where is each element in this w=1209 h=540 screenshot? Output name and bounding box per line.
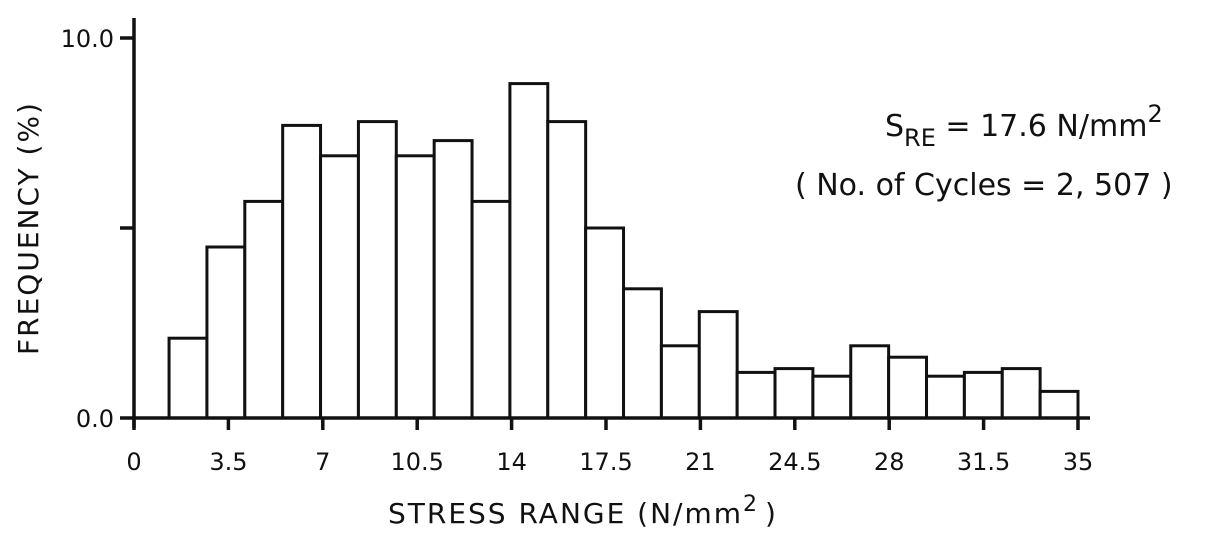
x-tick-label: 31.5 xyxy=(957,448,1010,476)
x-tick-label: 3.5 xyxy=(209,448,247,476)
histogram-bar xyxy=(962,370,1004,420)
x-tick-label: 10.5 xyxy=(390,448,443,476)
histogram-bar xyxy=(659,344,701,420)
axes xyxy=(132,18,1090,428)
histogram-bar xyxy=(773,367,815,420)
x-axis-title-main: STRESS RANGE (N/mm xyxy=(388,497,743,530)
y-axis-title: FREQUENCY (%) xyxy=(12,101,45,355)
x-tick-label: 17.5 xyxy=(579,448,632,476)
histogram-bar xyxy=(470,199,512,420)
annotation-sre-prefix: S xyxy=(885,109,904,144)
histogram-bar xyxy=(622,287,663,420)
histogram-bar xyxy=(546,120,588,420)
annotation-sre: SRE = 17.6 N/mm2 xyxy=(885,100,1163,152)
histogram-bar xyxy=(319,154,360,420)
annotation-sre-sup: 2 xyxy=(1147,100,1162,128)
histogram-bar xyxy=(811,374,853,420)
histogram-bars xyxy=(167,82,1080,420)
histogram-bar xyxy=(697,310,739,420)
annotation-sre-value: = 17.6 N/mm xyxy=(936,109,1148,144)
histogram-bar xyxy=(281,123,323,420)
histogram-bar xyxy=(243,199,285,420)
x-tick-label: 0 xyxy=(126,448,141,476)
x-tick-label: 21 xyxy=(685,448,716,476)
histogram-bar xyxy=(356,120,398,420)
x-axis-title: STRESS RANGE (N/mm2) xyxy=(388,492,778,530)
histogram-bar xyxy=(584,226,626,420)
histogram-bar xyxy=(735,370,777,420)
histogram-bar xyxy=(1038,389,1080,420)
histogram-bar xyxy=(205,245,247,420)
annotation-cycles: ( No. of Cycles = 2, 507 ) xyxy=(795,168,1173,203)
x-axis-title-close: ) xyxy=(765,497,778,530)
x-tick-label: 28 xyxy=(874,448,905,476)
annotation-sre-sub: RE xyxy=(904,124,936,152)
x-tick-label: 7 xyxy=(315,448,330,476)
histogram-bar xyxy=(432,139,474,420)
histogram-bar xyxy=(394,154,436,420)
x-tick-label: 35 xyxy=(1063,448,1094,476)
x-tick-label: 14 xyxy=(496,448,527,476)
histogram-bar xyxy=(1000,367,1042,420)
histogram-bar xyxy=(887,355,929,420)
histogram-bar xyxy=(849,344,891,420)
x-ticks: 0 3.5 7 10.5 14 17.5 21 24.5 28 31.5 35 xyxy=(126,418,1093,476)
x-tick-label: 24.5 xyxy=(768,448,821,476)
y-ticks: 0.0 10.0 xyxy=(61,25,134,433)
y-tick-label: 10.0 xyxy=(61,25,114,53)
y-tick-label: 0.0 xyxy=(76,405,114,433)
histogram-bar xyxy=(925,374,966,420)
x-axis-title-sup: 2 xyxy=(743,492,759,517)
histogram-bar xyxy=(167,336,209,420)
histogram-bar xyxy=(508,82,550,420)
